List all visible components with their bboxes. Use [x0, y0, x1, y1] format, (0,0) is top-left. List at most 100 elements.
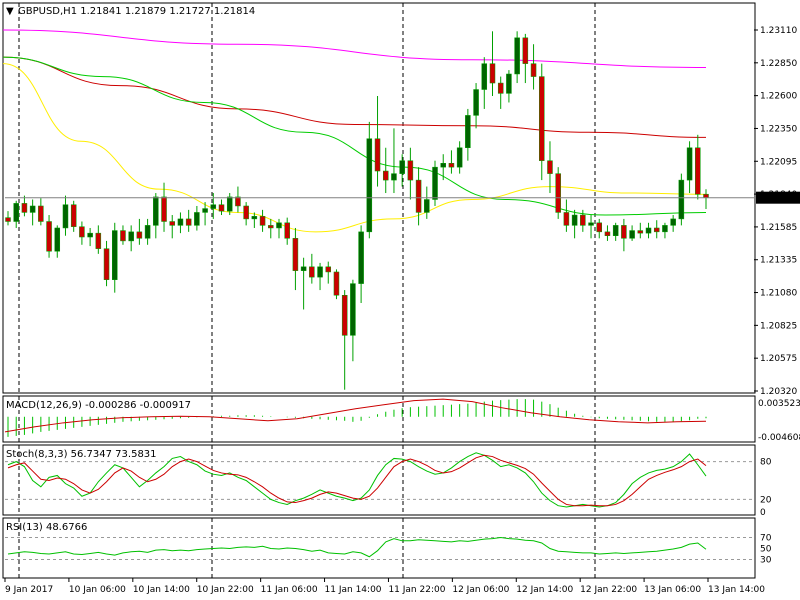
macd-series: 0.003523 -0.004608	[4, 398, 800, 443]
candle-body	[358, 231, 364, 284]
candle-body	[341, 295, 348, 336]
candle-body	[473, 89, 479, 116]
candle-body	[407, 160, 414, 181]
candle-body	[415, 179, 422, 213]
rsi-line	[7, 536, 707, 558]
candle-body	[144, 225, 151, 239]
low-value: 1.21727	[169, 6, 210, 17]
candle-body	[539, 76, 545, 161]
time-tick-label: 11 Jan 14:00	[325, 585, 382, 595]
moving-average-line	[2, 29, 707, 69]
time-tick-label: 12 Jan 14:00	[516, 585, 573, 595]
stoch-panel	[2, 444, 756, 516]
price-tick-label: 1.21080	[760, 289, 797, 299]
candle-body	[686, 147, 693, 181]
candle-body	[243, 205, 249, 220]
candle-body	[333, 271, 340, 296]
candle-body	[448, 163, 455, 168]
rsi-panel	[2, 517, 756, 579]
candle-body	[177, 218, 184, 226]
candle-body	[670, 218, 676, 226]
macd-signal-line	[4, 398, 707, 433]
candle-body	[637, 230, 644, 234]
stoch-series: 80 20 0	[5, 452, 772, 518]
candle-body	[202, 208, 208, 213]
rsi-tick-label: 30	[760, 556, 772, 566]
candle-body	[497, 82, 504, 94]
candle-body	[284, 222, 290, 239]
candle-body	[259, 216, 266, 226]
candle-body	[563, 212, 570, 226]
time-tick-label: 12 Jan 22:00	[580, 585, 637, 595]
close-value: 1.21814	[214, 6, 255, 17]
candle-body	[169, 221, 175, 226]
candle-body	[128, 231, 134, 242]
rsi-label: RSI(13) 48.6766	[6, 522, 87, 533]
candle-body	[506, 73, 512, 94]
symbol-label: GBPUSD,H1	[18, 6, 77, 17]
candle-body	[580, 214, 586, 226]
candle-body	[325, 266, 332, 273]
rsi-tick-label: 50	[760, 545, 772, 555]
candle-body	[136, 231, 143, 239]
stoch-signal-line	[7, 454, 707, 507]
candle-body	[522, 37, 529, 64]
candle-body	[5, 217, 11, 222]
time-tick-label: 11 Jan 06:00	[261, 585, 318, 595]
current-price-line: 1.21814	[5, 191, 800, 205]
candle-body	[218, 204, 225, 212]
time-tick-label: 12 Jan 06:00	[452, 585, 509, 595]
candle-body	[514, 37, 520, 75]
candle-body	[481, 63, 488, 90]
rsi-tick-label: 70	[760, 534, 772, 544]
candle-body	[645, 227, 652, 234]
open-value: 1.21841	[80, 6, 121, 17]
high-value: 1.21879	[125, 6, 166, 17]
candle-body	[612, 225, 619, 236]
candle-body	[530, 63, 537, 77]
moving-averages	[2, 29, 707, 233]
time-axis: 9 Jan 2017 10 Jan 06:00 10 Jan 14:00 10 Jan…	[4, 578, 765, 595]
stoch-label: Stoch(8,3,3) 56.7347 73.5831	[6, 449, 157, 460]
candle-body	[374, 138, 381, 172]
price-tick-label: 1.21335	[760, 256, 797, 266]
candle-body	[588, 222, 594, 226]
price-tick-label: 1.20575	[760, 354, 797, 364]
current-price-label: 1.21814	[760, 195, 797, 205]
moving-average-line	[2, 56, 707, 138]
candle-body	[161, 196, 167, 222]
price-tick-label: 1.23110	[760, 26, 797, 36]
time-tick-label: 9 Jan 2017	[5, 585, 53, 595]
stoch-tick-label: 80	[760, 458, 772, 468]
candle-body	[489, 63, 496, 84]
time-tick-label: 10 Jan 22:00	[197, 585, 254, 595]
candle-body	[54, 227, 61, 252]
candle-body	[292, 238, 299, 271]
candle-body	[424, 199, 430, 213]
macd-tick-label: 0.003523	[758, 399, 800, 409]
time-tick-label: 13 Jan 06:00	[644, 585, 701, 595]
candle-body	[300, 266, 307, 271]
time-tick-label: 10 Jan 14:00	[133, 585, 190, 595]
candle-body	[38, 205, 44, 222]
time-tick-label: 13 Jan 14:00	[708, 585, 765, 595]
candle-body	[13, 203, 19, 222]
candle-body	[251, 216, 258, 220]
price-axis: 1.23110 1.22850 1.22600 1.22350 1.22095 1.218…	[754, 26, 797, 397]
candle-body	[465, 115, 471, 148]
candle-body	[678, 179, 685, 220]
candle-body	[112, 230, 118, 280]
session-dividers	[18, 3, 596, 578]
current-price-box	[756, 191, 800, 204]
moving-average-line	[2, 56, 707, 216]
symbol-icon: ▼	[6, 6, 14, 17]
candle-body	[382, 170, 389, 181]
candle-body	[391, 173, 397, 181]
candle-body	[604, 231, 611, 236]
candle-body	[653, 227, 660, 233]
candle-body	[399, 160, 405, 174]
candle-body	[103, 248, 110, 280]
candle-body	[366, 138, 373, 233]
